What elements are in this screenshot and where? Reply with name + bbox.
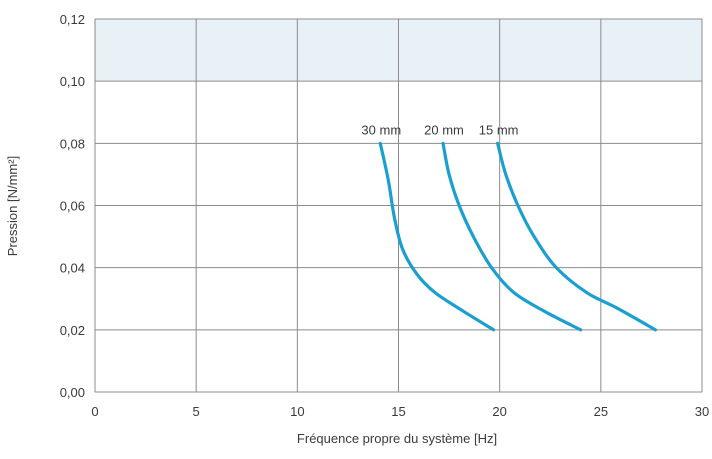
y-tick-label: 0,08 [60,136,85,151]
x-tick-label: 15 [391,404,405,419]
x-tick-label: 0 [91,404,98,419]
x-tick-label: 5 [193,404,200,419]
y-axis-label: Pression [N/mm²] [5,156,20,256]
series-labels: 30 mm 20 mm 15 mm [361,122,518,137]
y-tick-labels: 0,00 0,02 0,04 0,06 0,08 0,10 0,12 [60,12,85,400]
series-label-20-mm: 20 mm [424,122,464,137]
y-tick-label: 0,00 [60,385,85,400]
series-label-30-mm: 30 mm [361,122,401,137]
series-line-15-mm [496,141,658,332]
x-tick-label: 30 [695,404,709,419]
x-tick-label: 25 [594,404,608,419]
grid [94,18,703,393]
y-tick-label: 0,12 [60,12,85,27]
x-tick-labels: 0 5 10 15 20 25 30 [91,404,709,419]
series-lines [378,141,658,332]
x-tick-label: 20 [492,404,506,419]
y-tick-label: 0,02 [60,323,85,338]
y-tick-label: 0,06 [60,199,85,214]
series-line-20-mm [441,141,583,332]
y-tick-label: 0,04 [60,261,85,276]
series-label-15-mm: 15 mm [479,122,519,137]
y-tick-label: 0,10 [60,74,85,89]
series-line-30-mm [378,141,496,332]
x-tick-label: 10 [290,404,304,419]
x-axis-label: Fréquence propre du système [Hz] [297,431,497,446]
